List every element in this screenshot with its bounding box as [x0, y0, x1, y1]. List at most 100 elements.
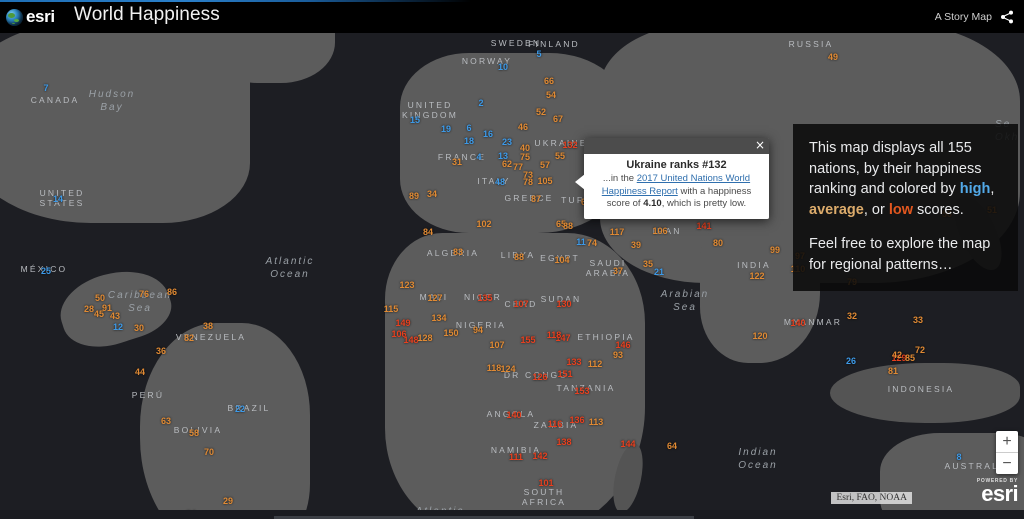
country-rank-label[interactable]: 115: [383, 304, 399, 314]
country-rank-label[interactable]: 107: [489, 340, 505, 350]
map-canvas[interactable]: Atlantic Ocean Atlantic Caribbean Sea Ar…: [0, 33, 1024, 510]
country-rank-label[interactable]: 66: [543, 76, 555, 86]
country-rank-label[interactable]: 16: [482, 129, 494, 139]
country-rank-label[interactable]: 91: [101, 303, 113, 313]
country-rank-label[interactable]: 38: [202, 321, 214, 331]
country-rank-label[interactable]: 32: [846, 311, 858, 321]
country-rank-label[interactable]: 116: [547, 419, 563, 429]
country-rank-label[interactable]: 44: [134, 367, 146, 377]
country-rank-label[interactable]: 140: [790, 318, 806, 328]
country-rank-label[interactable]: 33: [912, 315, 924, 325]
country-rank-label[interactable]: 150: [443, 328, 459, 338]
country-rank-label[interactable]: 8: [956, 452, 962, 462]
country-rank-label[interactable]: 31: [451, 157, 463, 167]
country-rank-label[interactable]: 50: [94, 293, 106, 303]
country-rank-label[interactable]: 138: [556, 437, 572, 447]
country-rank-label[interactable]: 37: [612, 266, 624, 276]
country-rank-label[interactable]: 25: [40, 266, 52, 276]
country-rank-label[interactable]: 88: [562, 221, 574, 231]
country-rank-label[interactable]: 99: [769, 245, 781, 255]
zoom-controls[interactable]: + −: [996, 431, 1018, 474]
country-rank-label[interactable]: 21: [653, 267, 665, 277]
country-rank-label[interactable]: 64: [666, 441, 678, 451]
country-rank-label[interactable]: 26: [845, 356, 857, 366]
horizontal-scrollbar[interactable]: [274, 516, 694, 519]
country-rank-label[interactable]: 149: [395, 318, 411, 328]
country-rank-label[interactable]: 104: [554, 255, 570, 265]
country-rank-label[interactable]: 135: [477, 293, 493, 303]
country-rank-label[interactable]: 65: [555, 219, 567, 229]
country-rank-label[interactable]: 153: [574, 386, 590, 396]
country-rank-label[interactable]: 14: [52, 194, 64, 204]
country-rank-label[interactable]: 107: [513, 299, 529, 309]
country-rank-label[interactable]: 55: [554, 151, 566, 161]
country-rank-label[interactable]: 12: [112, 322, 124, 332]
country-rank-label[interactable]: 146: [615, 340, 631, 350]
esri-logo[interactable]: esri: [6, 7, 55, 27]
country-rank-label[interactable]: 49: [827, 52, 839, 62]
country-rank-label[interactable]: 132: [562, 140, 578, 150]
country-rank-label[interactable]: 151: [557, 369, 573, 379]
country-rank-label[interactable]: 63: [160, 416, 172, 426]
country-rank-label[interactable]: 67: [552, 114, 564, 124]
country-rank-label[interactable]: 43: [109, 311, 121, 321]
zoom-in-button[interactable]: +: [996, 431, 1018, 453]
country-rank-label[interactable]: 5: [536, 49, 542, 59]
country-rank-label[interactable]: 19: [440, 124, 452, 134]
country-rank-label[interactable]: 74: [586, 238, 598, 248]
country-rank-label[interactable]: 142: [532, 451, 548, 461]
country-rank-label[interactable]: 124: [500, 364, 516, 374]
country-rank-label[interactable]: 118: [486, 363, 502, 373]
country-rank-label[interactable]: 105: [537, 176, 553, 186]
country-rank-label[interactable]: 82: [183, 333, 195, 343]
country-rank-label[interactable]: 106: [391, 329, 407, 339]
country-rank-label[interactable]: 133: [566, 357, 582, 367]
country-rank-label[interactable]: 52: [535, 107, 547, 117]
country-rank-label[interactable]: 2: [478, 98, 484, 108]
close-icon[interactable]: ×: [754, 138, 765, 152]
country-rank-label[interactable]: 81: [887, 366, 899, 376]
country-rank-label[interactable]: 45: [93, 309, 105, 319]
country-rank-label[interactable]: 144: [620, 439, 636, 449]
country-rank-label[interactable]: 118: [546, 330, 562, 340]
country-rank-label[interactable]: 62: [501, 159, 513, 169]
country-rank-label[interactable]: 72: [914, 345, 926, 355]
country-rank-label[interactable]: 94: [472, 325, 484, 335]
country-rank-label[interactable]: 7: [43, 83, 49, 93]
country-rank-label[interactable]: 36: [155, 346, 167, 356]
country-rank-label[interactable]: 83: [452, 247, 464, 257]
country-rank-label[interactable]: 48: [494, 177, 506, 187]
country-rank-label[interactable]: 73: [522, 170, 534, 180]
country-rank-label[interactable]: 29: [222, 496, 234, 506]
country-rank-label[interactable]: 86: [166, 287, 178, 297]
country-rank-label[interactable]: 148: [403, 335, 419, 345]
country-rank-label[interactable]: 39: [630, 240, 642, 250]
country-rank-label[interactable]: 75: [519, 152, 531, 162]
country-rank-label[interactable]: 123: [399, 280, 415, 290]
country-rank-label[interactable]: 46: [517, 122, 529, 132]
country-rank-label[interactable]: 136: [569, 415, 585, 425]
country-rank-label[interactable]: 42: [891, 350, 903, 360]
country-rank-label[interactable]: 76: [138, 289, 150, 299]
share-icon[interactable]: [1000, 10, 1014, 24]
country-rank-label[interactable]: 112: [587, 359, 603, 369]
feature-popup[interactable]: × Ukraine ranks #132 ...in the 2017 Unit…: [575, 138, 769, 219]
country-rank-label[interactable]: 129: [891, 353, 907, 363]
country-rank-label[interactable]: 11: [576, 237, 586, 247]
country-rank-label[interactable]: 141: [696, 221, 712, 231]
country-rank-label[interactable]: 126: [532, 372, 548, 382]
country-rank-label[interactable]: 30: [133, 323, 145, 333]
country-rank-label[interactable]: 88: [513, 252, 525, 262]
country-rank-label[interactable]: 134: [431, 313, 447, 323]
country-rank-label[interactable]: 89: [408, 191, 420, 201]
country-rank-label[interactable]: 87: [530, 194, 542, 204]
country-rank-label[interactable]: 34: [426, 189, 438, 199]
country-rank-label[interactable]: 117: [609, 227, 625, 237]
country-rank-label[interactable]: 58: [188, 428, 200, 438]
country-rank-label[interactable]: 127: [427, 293, 443, 303]
country-rank-label[interactable]: 147: [555, 333, 571, 343]
country-rank-label[interactable]: 13: [497, 151, 509, 161]
country-rank-label[interactable]: 77: [512, 162, 524, 172]
country-rank-label[interactable]: 128: [417, 333, 433, 343]
country-rank-label[interactable]: 24: [186, 509, 196, 510]
